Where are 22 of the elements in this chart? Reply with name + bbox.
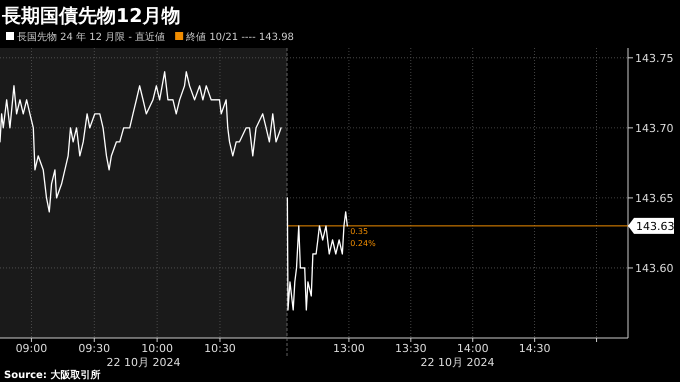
x-tick-label: 09:30 — [78, 342, 110, 355]
x-tick-label: 14:00 — [456, 342, 489, 355]
legend-label: 長国先物 24 年 12 月限 - 直近値 — [17, 31, 166, 43]
x-axis-title: 22 10月 2024 — [106, 356, 180, 369]
annotation: 0.24% — [350, 238, 376, 248]
line-series — [286, 197, 348, 311]
chart-title: 長期国債先物12月物 — [1, 5, 180, 27]
y-tick-label: 143.70 — [635, 122, 674, 135]
x-axis-title: 22 10月 2024 — [420, 356, 494, 369]
y-tick-label: 143.75 — [635, 52, 674, 65]
x-tick-label: 10:00 — [141, 342, 173, 355]
x-tick-label: 09:00 — [16, 342, 48, 355]
x-tick-label: 10:30 — [204, 342, 236, 355]
y-tick-label: 143.60 — [635, 262, 674, 275]
y-tick-label: 143.65 — [635, 192, 674, 205]
x-tick-label: 14:30 — [518, 342, 550, 355]
ref-line-label: 143.63 — [636, 220, 674, 233]
annotation: 0.35 — [350, 226, 368, 236]
x-tick-label: 13:00 — [333, 342, 365, 355]
source-note: Source: 大阪取引所 — [4, 369, 100, 381]
x-tick-label: 13:30 — [394, 342, 427, 355]
text: 終値 10/21 ---- 143.98 — [185, 31, 294, 43]
